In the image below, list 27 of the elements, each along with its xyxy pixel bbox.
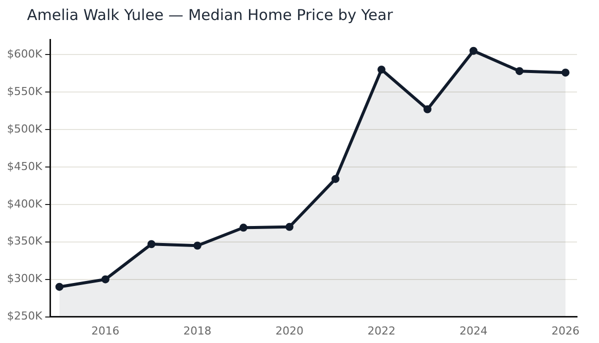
y-tick-label: $550K	[6, 84, 43, 98]
y-tick-label: $450K	[6, 160, 43, 173]
x-tick-label: 2026	[552, 324, 580, 338]
point	[331, 174, 340, 183]
point	[377, 66, 386, 74]
y-tick-label: $300K	[6, 272, 43, 286]
point	[285, 222, 294, 231]
y-tick-label: $350K	[6, 234, 43, 248]
chart-title: Amelia Walk Yulee — Median Home Price by Year	[27, 6, 393, 24]
y-tick-label: $600K	[6, 47, 43, 60]
x-tick-label: 2018	[183, 324, 212, 338]
y-tick-label: $500K	[6, 122, 43, 136]
x-tick-label: 2020	[275, 324, 304, 338]
point	[55, 282, 64, 291]
point	[562, 68, 570, 77]
point	[423, 105, 432, 114]
x-tick-label: 2016	[91, 324, 120, 338]
point	[469, 46, 478, 55]
point	[515, 67, 524, 76]
y-tick-label: $400K	[6, 197, 43, 210]
x-tick-label: 2024	[459, 324, 488, 338]
point	[239, 224, 248, 232]
y-tick-label: $250K	[6, 310, 43, 323]
point	[101, 275, 110, 284]
x-tick-label: 2022	[367, 324, 396, 338]
point	[147, 240, 156, 248]
point	[193, 242, 202, 250]
